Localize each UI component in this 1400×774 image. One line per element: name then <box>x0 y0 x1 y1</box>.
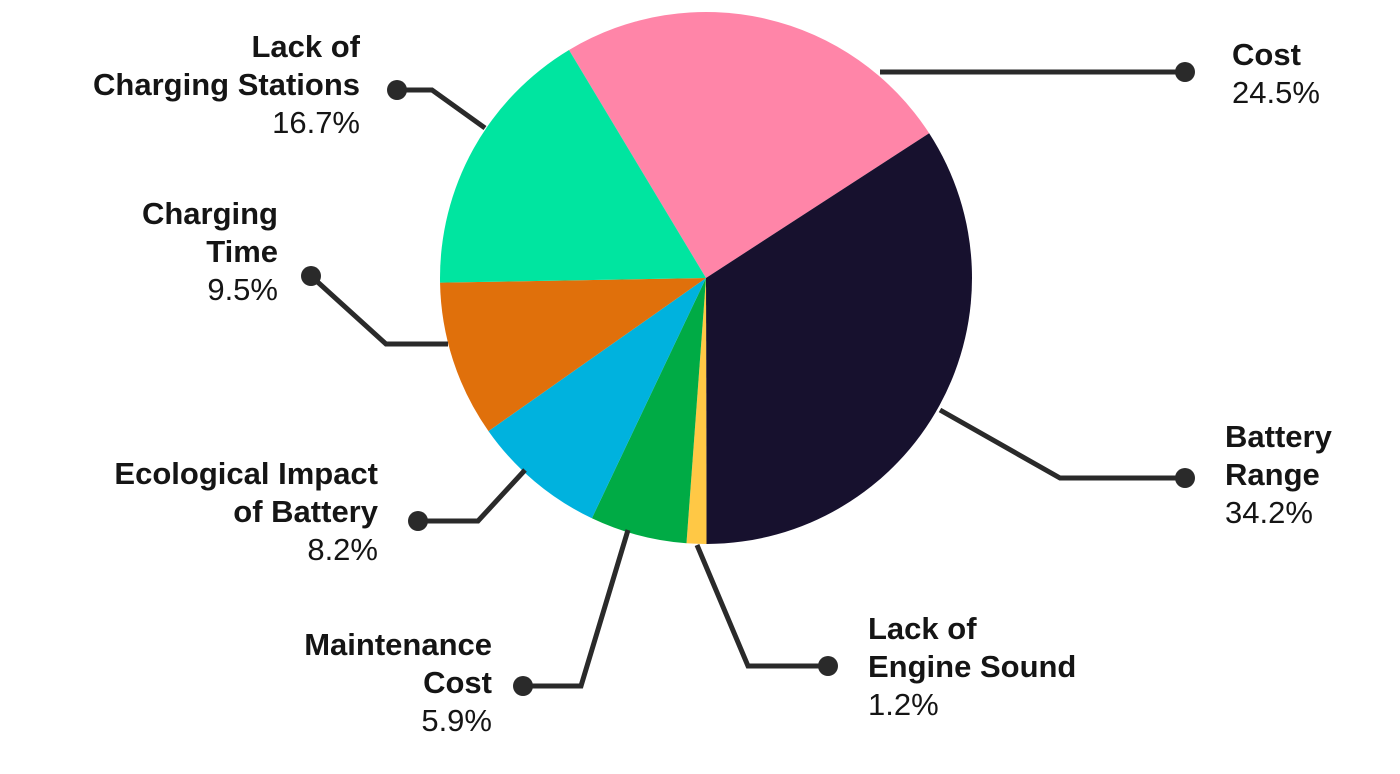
slice-value: 34.2% <box>1225 495 1313 530</box>
slice-name: Cost <box>1232 37 1301 72</box>
slice-value: 24.5% <box>1232 75 1320 110</box>
slice-name: Battery Range <box>1225 419 1332 492</box>
slice-name: Lack of Engine Sound <box>868 611 1077 684</box>
pie-slice <box>591 278 706 544</box>
slice-value: 1.2% <box>868 687 939 722</box>
slice-name: Charging Time <box>141 196 278 269</box>
pie-slice <box>440 49 706 283</box>
leader-dot <box>387 80 407 100</box>
leader-dot <box>1175 468 1195 488</box>
slice-label: Battery Range 34.2% <box>1225 418 1332 532</box>
slice-name: Lack of Charging Stations <box>93 29 360 102</box>
pie-slice <box>488 278 706 519</box>
slice-label: Maintenance Cost 5.9% <box>304 626 492 740</box>
slice-value: 16.7% <box>272 105 360 140</box>
slice-label: Charging Time 9.5% <box>142 195 278 309</box>
slice-label: Cost 24.5% <box>1232 36 1320 112</box>
slice-value: 8.2% <box>307 532 378 567</box>
slice-label: Ecological Impact of Battery 8.2% <box>114 455 378 569</box>
slice-value: 5.9% <box>421 703 492 738</box>
slice-value: 9.5% <box>207 272 278 307</box>
leader-line <box>938 407 1185 481</box>
slice-label: Lack of Charging Stations 16.7% <box>93 28 360 142</box>
leader-line <box>309 274 448 347</box>
leader-dot <box>301 266 321 286</box>
pie-slice <box>706 133 972 544</box>
leader-line <box>523 529 631 689</box>
slice-name: Maintenance Cost <box>304 627 492 700</box>
leader-dot <box>1175 62 1195 82</box>
leader-dot <box>818 656 838 676</box>
pie-slice <box>686 278 707 544</box>
slice-label: Lack of Engine Sound 1.2% <box>868 610 1076 724</box>
slice-name: Ecological Impact of Battery <box>114 456 378 529</box>
pie-slice <box>440 278 706 432</box>
leader-dot <box>408 511 428 531</box>
leader-line <box>694 544 828 669</box>
leader-line <box>418 468 527 524</box>
leader-dot <box>513 676 533 696</box>
leader-line <box>397 87 487 131</box>
pie-slice <box>568 11 930 278</box>
